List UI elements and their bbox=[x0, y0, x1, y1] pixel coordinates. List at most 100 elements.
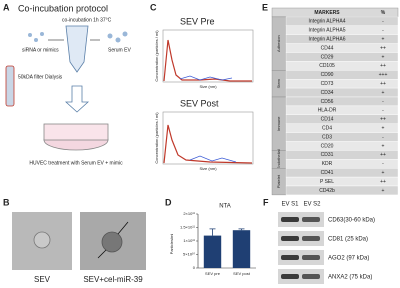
axis-label: Size (nm) bbox=[199, 84, 217, 89]
percent-cell: ++ bbox=[380, 152, 386, 158]
band-label: CD63(30-60 kDa) bbox=[328, 218, 375, 224]
arrow bbox=[97, 221, 129, 259]
percent-cell: + bbox=[382, 36, 385, 42]
percent-cell: - bbox=[382, 108, 384, 114]
blot-band bbox=[281, 217, 299, 222]
bar bbox=[232, 230, 251, 268]
percent-cell: - bbox=[382, 134, 384, 140]
group-label: Platelet bbox=[276, 174, 281, 188]
blot-band bbox=[302, 236, 320, 241]
axis-label: Particles/ml bbox=[169, 234, 174, 255]
panel-letter: F bbox=[263, 197, 269, 207]
y-tick-label: 1×10¹¹ bbox=[183, 238, 195, 243]
dish-icon bbox=[43, 123, 109, 141]
marker-cell: CD44 bbox=[321, 45, 334, 51]
plot-frame bbox=[162, 29, 254, 83]
arrow bbox=[64, 85, 90, 113]
table-row bbox=[285, 185, 399, 196]
percent-cell: - bbox=[382, 28, 384, 34]
image-label: SEV+cel-miR-39 bbox=[83, 275, 143, 284]
particles bbox=[28, 31, 128, 43]
percent-cell: - bbox=[382, 19, 384, 25]
band-label: AGO2 (97 kDa) bbox=[328, 256, 369, 262]
percent-cell: - bbox=[382, 161, 384, 167]
band-label: ANXA2 (75 kDa) bbox=[328, 275, 372, 281]
percent-cell: ++ bbox=[380, 45, 386, 51]
blot-band bbox=[281, 236, 299, 241]
blot-strip bbox=[278, 250, 324, 265]
group-label: Immune bbox=[276, 116, 281, 131]
percent-cell: - bbox=[382, 99, 384, 105]
panel-f: F EV S1 EV S2 CD63(30-60 kDa) CD81 (25 kDa)… bbox=[263, 197, 375, 284]
step-label: 50kDA filter Dialysis bbox=[18, 74, 63, 80]
percent-cell: + bbox=[382, 125, 385, 131]
reagent-label: Serum EV bbox=[108, 47, 131, 53]
blot-band bbox=[302, 255, 320, 260]
panel-c: C SEV Pre SEV Post Concentration (partic… bbox=[150, 2, 254, 171]
percent-cell: ++ bbox=[380, 117, 386, 123]
x-tick-label: SEV post bbox=[233, 271, 251, 276]
marker-cell: CD41 bbox=[321, 170, 334, 176]
step-label: co-incubation 1h 37°C bbox=[62, 17, 112, 23]
marker-cell: HLA-DR bbox=[318, 108, 337, 114]
panel-letter: C bbox=[150, 2, 157, 12]
y-tick-label: 5×10¹⁰ bbox=[183, 252, 195, 257]
axis-label: Concentration (particles / ml) bbox=[154, 112, 159, 164]
size-curve bbox=[179, 75, 233, 81]
panel-b: B SEV SEV+cel-miR-39 bbox=[3, 197, 146, 284]
marker-cell: CD4 bbox=[322, 125, 332, 131]
group-label: Stem bbox=[276, 78, 281, 88]
blot-strip bbox=[278, 212, 324, 227]
band-label: CD81 (25 kDa) bbox=[328, 237, 368, 243]
marker-cell: Integrin ALPHA6 bbox=[309, 36, 346, 42]
error-bar bbox=[209, 228, 216, 236]
vesicle bbox=[101, 231, 123, 253]
header-cell: MARKERS bbox=[314, 10, 340, 16]
size-curve bbox=[189, 155, 237, 163]
percent-cell: + bbox=[382, 54, 385, 60]
axis-label: Size (nm) bbox=[199, 166, 217, 171]
lane-label: EV S1 bbox=[281, 202, 299, 208]
panel-letter: B bbox=[3, 197, 10, 207]
x-tick-label: SEV pre bbox=[205, 271, 221, 276]
marker-cell: CD73 bbox=[321, 81, 334, 87]
plot-frame bbox=[162, 111, 254, 165]
panel-letter: E bbox=[262, 2, 268, 12]
panel-a: A Co-incubation protocol co-incubation 1… bbox=[3, 2, 131, 166]
panel-letter: D bbox=[165, 197, 172, 207]
percent-cell: ++ bbox=[380, 179, 386, 185]
plot-title: SEV Pre bbox=[180, 16, 215, 26]
marker-cell: CD56 bbox=[321, 99, 334, 105]
percent-cell: + bbox=[382, 143, 385, 149]
vesicle bbox=[33, 231, 51, 249]
bar bbox=[203, 235, 222, 268]
blot-strip bbox=[278, 231, 324, 246]
marker-cell: CD42b bbox=[319, 188, 335, 194]
tube-icon bbox=[65, 25, 89, 73]
size-curve bbox=[163, 39, 252, 82]
lane-label: EV S2 bbox=[303, 202, 321, 208]
percent-cell: ++ bbox=[380, 63, 386, 69]
y-tick-label: 2×10¹¹ bbox=[183, 211, 195, 216]
panel-d: D NTA Particles/ml 0 5×10¹⁰ 1×10¹¹ 1.5×10¹¹… bbox=[165, 197, 256, 276]
reagent-label: siRNA or mimics bbox=[22, 47, 59, 53]
marker-cell: CD31 bbox=[321, 152, 334, 158]
percent-cell: +++ bbox=[379, 72, 388, 78]
marker-cell: CD3 bbox=[322, 134, 332, 140]
blot-band bbox=[302, 217, 320, 222]
marker-cell: Integrin ALPHA5 bbox=[309, 28, 346, 34]
y-tick-label: 0 bbox=[193, 265, 196, 270]
percent-cell: + bbox=[382, 170, 385, 176]
marker-cell: CD29 bbox=[321, 54, 334, 60]
error-bar bbox=[238, 228, 245, 231]
blot-strip bbox=[278, 269, 324, 284]
panel-e: E MARKERS % Adhesion Integrin ALPHA4 - Integr… bbox=[262, 2, 399, 196]
panel-title: Co-incubation protocol bbox=[18, 3, 108, 13]
group-label: Endothelial bbox=[276, 149, 281, 169]
marker-cell: CD34 bbox=[321, 90, 334, 96]
percent-cell: ++ bbox=[380, 81, 386, 87]
axis-label: Concentration (particles / ml) bbox=[154, 30, 159, 82]
size-curve bbox=[163, 124, 253, 164]
blot-band bbox=[302, 274, 320, 279]
